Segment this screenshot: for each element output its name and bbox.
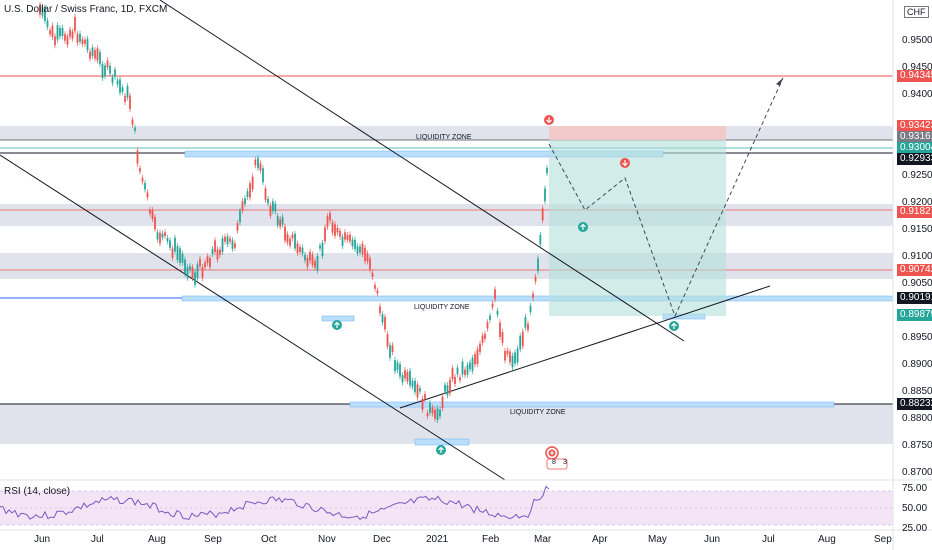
candlesticks bbox=[39, 2, 548, 423]
take-profit-box[interactable] bbox=[549, 140, 726, 316]
rsi-tick: 75.00 bbox=[902, 483, 928, 494]
trendline-support[interactable] bbox=[399, 285, 771, 409]
time-label: 2021 bbox=[426, 534, 449, 545]
liquidity-zone-mid bbox=[181, 295, 894, 302]
time-label: Jul bbox=[91, 534, 104, 545]
time-label: Mar bbox=[534, 534, 552, 545]
zone-gray-low bbox=[0, 253, 893, 279]
time-label: Apr bbox=[592, 534, 608, 545]
price-badge: 0.93423 bbox=[897, 120, 932, 132]
time-label: Jun bbox=[34, 534, 51, 545]
time-label: Dec bbox=[373, 534, 391, 545]
time-label: May bbox=[648, 534, 667, 545]
trendline-channel-lower[interactable] bbox=[0, 154, 506, 481]
time-label: Sep bbox=[204, 534, 222, 545]
liquidity-zone-lower bbox=[349, 401, 835, 408]
buy-arrow-icon-2[interactable] bbox=[436, 445, 446, 455]
time-label: Oct bbox=[261, 534, 277, 545]
price-badge: 0.92933 bbox=[897, 153, 932, 165]
projection-path[interactable] bbox=[548, 77, 784, 318]
time-label: Nov bbox=[318, 534, 336, 545]
price-badge: 0.90191 bbox=[897, 292, 932, 304]
price-badge: 0.93161 bbox=[897, 131, 932, 143]
alert-count: 8 bbox=[552, 459, 556, 466]
time-label: Jun bbox=[704, 534, 721, 545]
price-badge: 0.89879 bbox=[897, 309, 932, 321]
liquidity-zone-label: LIQUIDITY ZONE bbox=[416, 134, 472, 141]
sell-arrow-icon[interactable] bbox=[544, 115, 554, 125]
zone-gray-bottom bbox=[0, 404, 893, 444]
alert-badge[interactable] bbox=[546, 458, 568, 470]
time-label: Aug bbox=[148, 534, 166, 545]
rsi-line bbox=[0, 485, 550, 521]
alert-icon[interactable] bbox=[545, 446, 559, 460]
buy-arrow-icon[interactable] bbox=[332, 320, 342, 330]
time-label: Aug bbox=[818, 534, 836, 545]
buy-arrow-icon-4[interactable] bbox=[669, 321, 679, 331]
buy-arrow-icon-3[interactable] bbox=[578, 222, 588, 232]
zone-gray-mid bbox=[0, 204, 893, 226]
currency-badge[interactable]: CHF bbox=[904, 6, 929, 18]
time-label: Feb bbox=[482, 534, 500, 545]
price-badge: 0.88232 bbox=[897, 398, 932, 410]
liquidity-zone-label: LIQUIDITY ZONE bbox=[510, 409, 566, 416]
rsi-label: RSI (14, close) bbox=[4, 486, 71, 497]
chart-title: U.S. Dollar / Swiss Franc, 1D, FXCM bbox=[4, 4, 168, 15]
rsi-tick: 50.00 bbox=[902, 503, 928, 514]
liquidity-zone-label: LIQUIDITY ZONE bbox=[414, 304, 470, 311]
time-label: Jul bbox=[762, 534, 775, 545]
time-label: Sep bbox=[874, 534, 892, 545]
trendline-channel-upper[interactable] bbox=[159, 0, 685, 342]
price-badge: 0.90742 bbox=[897, 264, 932, 276]
price-badge: 0.94345 bbox=[897, 70, 932, 82]
stop-loss-box[interactable] bbox=[549, 126, 726, 140]
price-badge: 0.91827 bbox=[897, 206, 932, 218]
sell-arrow-icon-2[interactable] bbox=[620, 158, 630, 168]
rsi-tick: 25.00 bbox=[902, 523, 928, 534]
alert-count-2: 3 bbox=[563, 459, 567, 466]
price-badge: 0.93004 bbox=[897, 142, 932, 154]
